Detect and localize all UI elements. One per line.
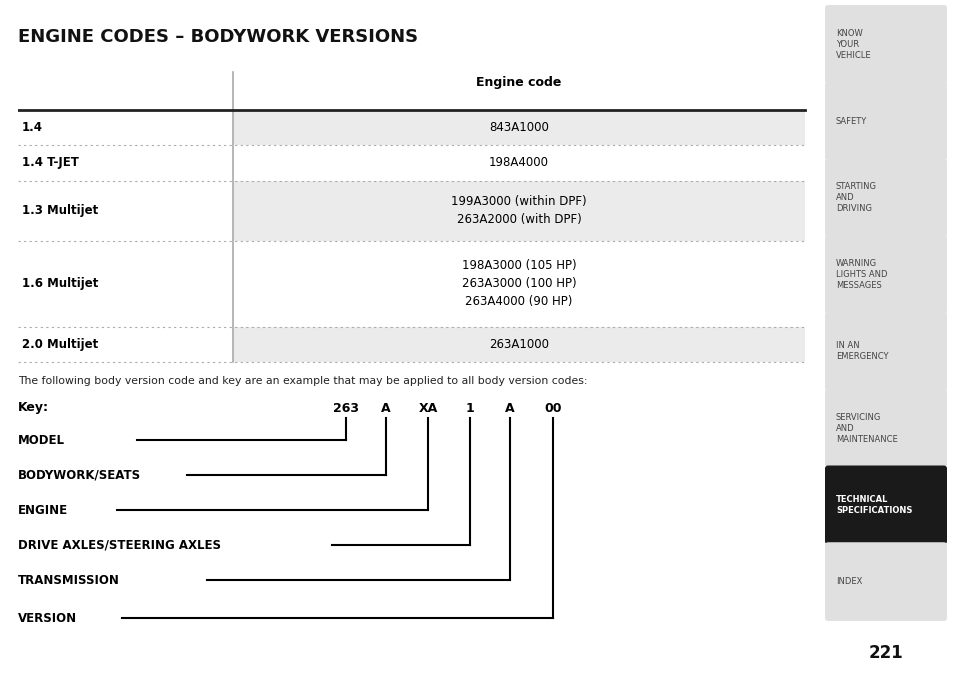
Text: 263: 263 (333, 402, 358, 415)
Text: DRIVE AXLES/STEERING AXLES: DRIVE AXLES/STEERING AXLES (18, 538, 221, 551)
Text: 221: 221 (868, 644, 902, 662)
Text: Key:: Key: (18, 402, 49, 415)
Text: MODEL: MODEL (18, 433, 65, 446)
Text: 1.4 T-JET: 1.4 T-JET (22, 156, 79, 170)
FancyBboxPatch shape (824, 159, 946, 238)
FancyBboxPatch shape (824, 466, 946, 544)
Text: A: A (381, 402, 391, 415)
Text: A: A (505, 402, 515, 415)
Text: 198A4000: 198A4000 (489, 156, 548, 170)
FancyBboxPatch shape (824, 312, 946, 391)
Text: 843A1000: 843A1000 (489, 121, 548, 134)
FancyBboxPatch shape (824, 5, 946, 83)
FancyBboxPatch shape (824, 236, 946, 314)
Text: 1.4: 1.4 (22, 121, 43, 134)
Text: 1.6 Multijet: 1.6 Multijet (22, 277, 98, 290)
Text: SAFETY: SAFETY (835, 116, 866, 126)
Text: The following body version code and key are an example that may be applied to al: The following body version code and key … (18, 376, 587, 386)
Text: IN AN
EMERGENCY: IN AN EMERGENCY (835, 341, 887, 361)
Text: 263A1000: 263A1000 (489, 338, 548, 351)
Text: ENGINE CODES – BODYWORK VERSIONS: ENGINE CODES – BODYWORK VERSIONS (18, 28, 417, 46)
Text: 198A3000 (105 HP)
263A3000 (100 HP)
263A4000 (90 HP): 198A3000 (105 HP) 263A3000 (100 HP) 263A… (461, 259, 576, 308)
Text: STARTING
AND
DRIVING: STARTING AND DRIVING (835, 182, 876, 213)
Text: 199A3000 (within DPF)
263A2000 (with DPF): 199A3000 (within DPF) 263A2000 (with DPF… (451, 195, 586, 226)
FancyBboxPatch shape (824, 542, 946, 621)
Bar (233, 110, 804, 145)
Text: 2.0 Multijet: 2.0 Multijet (22, 338, 98, 351)
Bar (233, 326, 804, 362)
Text: INDEX: INDEX (835, 577, 862, 586)
Text: TRANSMISSION: TRANSMISSION (18, 573, 120, 586)
Text: Engine code: Engine code (476, 76, 561, 89)
Text: WARNING
LIGHTS AND
MESSAGES: WARNING LIGHTS AND MESSAGES (835, 259, 886, 290)
Bar (233, 180, 804, 241)
FancyBboxPatch shape (824, 389, 946, 468)
Text: TECHNICAL
SPECIFICATIONS: TECHNICAL SPECIFICATIONS (835, 495, 911, 515)
Text: VERSION: VERSION (18, 612, 77, 625)
Text: ENGINE: ENGINE (18, 503, 68, 516)
Text: XA: XA (418, 402, 437, 415)
Text: SERVICING
AND
MAINTENANCE: SERVICING AND MAINTENANCE (835, 413, 897, 444)
FancyBboxPatch shape (824, 81, 946, 160)
Text: BODYWORK/SEATS: BODYWORK/SEATS (18, 468, 141, 481)
Text: 00: 00 (543, 402, 561, 415)
Text: 1.3 Multijet: 1.3 Multijet (22, 205, 98, 217)
Text: KNOW
YOUR
VEHICLE: KNOW YOUR VEHICLE (835, 29, 871, 60)
Text: 1: 1 (465, 402, 474, 415)
